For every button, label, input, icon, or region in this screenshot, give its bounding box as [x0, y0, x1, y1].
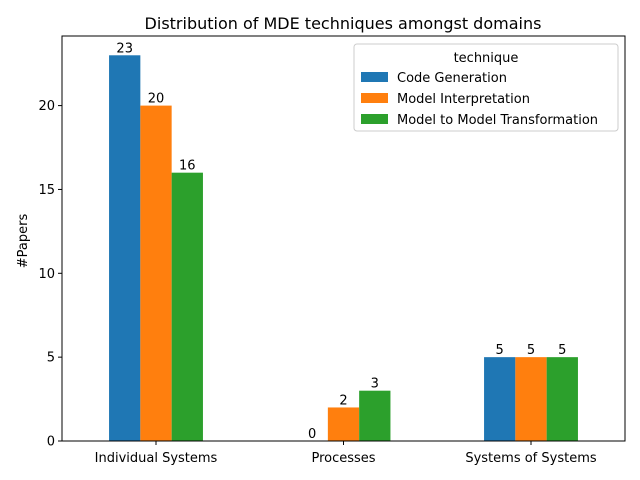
legend-swatch: [361, 93, 388, 103]
legend: technique Code Generation Model Interpret…: [353, 43, 619, 132]
legend-label: Model Interpretation: [397, 92, 530, 107]
data-label: 23: [116, 41, 133, 56]
bar: [140, 105, 172, 441]
x-tick-label: Processes: [311, 451, 375, 466]
data-label: 3: [371, 377, 379, 392]
data-label: 5: [558, 343, 566, 358]
data-label: 5: [496, 343, 504, 358]
data-label: 20: [148, 92, 165, 107]
bar: [484, 357, 516, 441]
x-tick-label: Systems of Systems: [465, 451, 597, 466]
data-label: 0: [308, 427, 316, 442]
bar: [109, 55, 141, 442]
y-tick-label: 0: [47, 435, 55, 450]
data-label: 2: [339, 393, 347, 408]
legend-title: technique: [454, 51, 519, 66]
x-tick-label: Individual Systems: [95, 451, 218, 466]
legend-swatch: [361, 72, 388, 82]
y-axis-label: #Papers: [16, 214, 31, 269]
legend-label: Code Generation: [397, 71, 507, 86]
bar: [327, 407, 360, 441]
legend-box: [353, 43, 619, 132]
bar: [515, 357, 547, 441]
legend-label: Model to Model Transformation: [397, 113, 598, 128]
data-label: 16: [179, 159, 196, 174]
chart-title: Distribution of MDE techniques amongst d…: [145, 14, 542, 33]
y-tick-label: 15: [38, 183, 55, 198]
y-tick-label: 5: [47, 351, 55, 366]
data-label: 5: [527, 343, 535, 358]
legend-swatch: [361, 114, 388, 124]
bar: [171, 172, 203, 442]
y-tick-label: 20: [38, 99, 55, 114]
y-tick-label: 10: [38, 267, 55, 282]
bar: [546, 357, 578, 441]
bar: [359, 390, 391, 441]
